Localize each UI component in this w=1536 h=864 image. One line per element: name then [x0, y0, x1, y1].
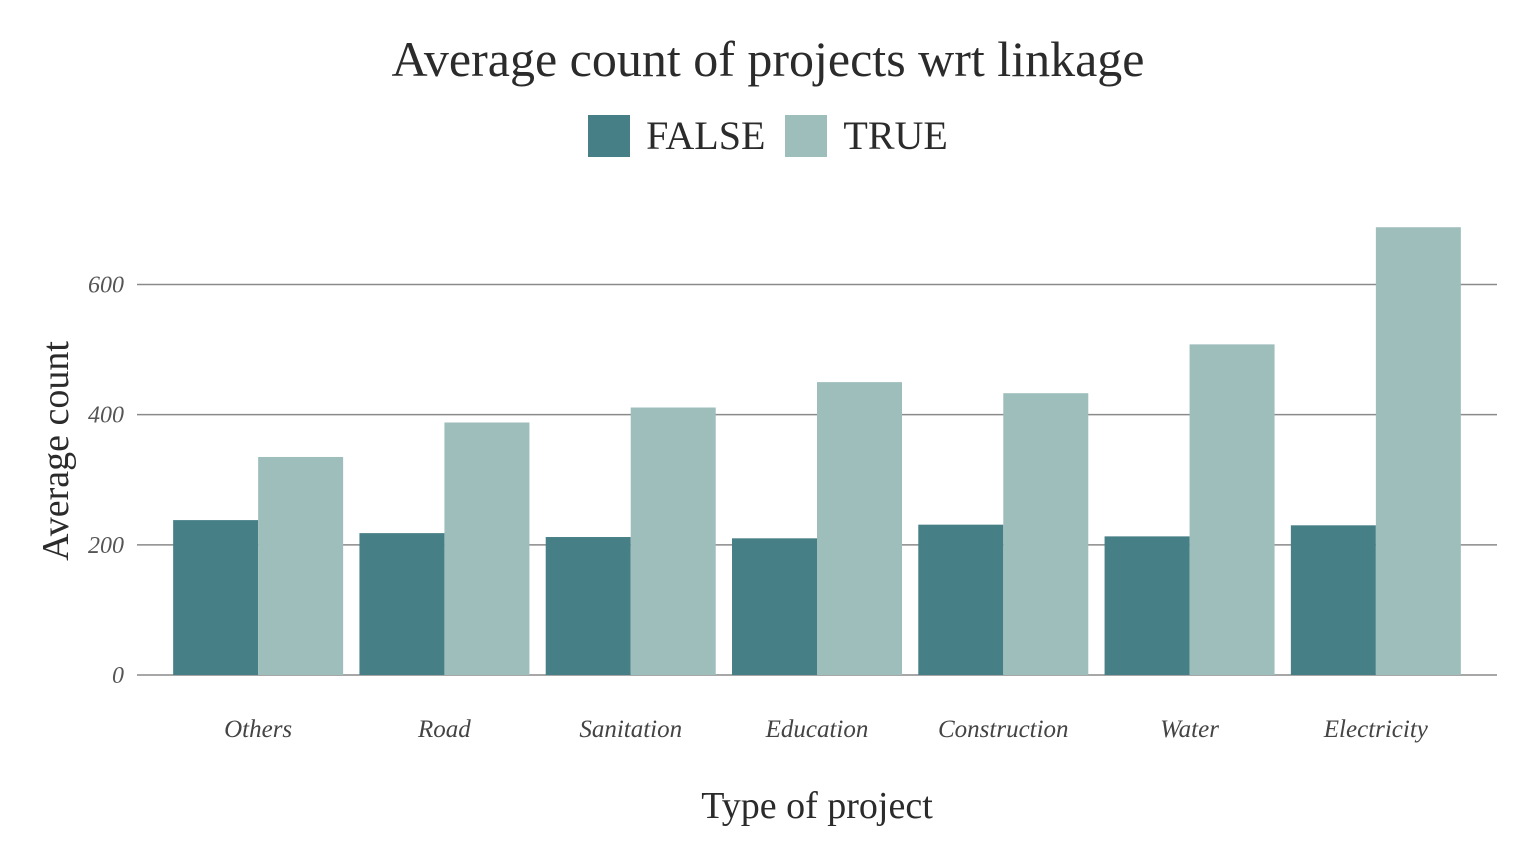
x-tick-label-education: Education: [765, 716, 869, 743]
bar-electricity-true: [1375, 227, 1461, 675]
x-tick-labels: Others Road Sanitation Education Constructio…: [224, 716, 1429, 743]
y-tick-label: 600: [88, 273, 124, 299]
chart-title: Average count of projects wrt linkage: [391, 31, 1145, 87]
y-tick-label: 400: [88, 403, 124, 429]
bar-construction-false: [918, 524, 1004, 675]
bar-water-false: [1104, 536, 1190, 675]
x-tick-label-road: Road: [417, 716, 471, 743]
x-axis-label: Type of project: [701, 785, 933, 827]
legend-swatch-false: [588, 114, 631, 157]
bar-sanitation-false: [545, 537, 631, 675]
legend-label-true: TRUE: [843, 113, 948, 158]
bar-sanitation-true: [630, 407, 716, 675]
y-tick-label: 200: [88, 533, 124, 559]
y-axis-label: Average count: [35, 341, 77, 561]
bar-education-true: [817, 382, 902, 675]
bar-road-false: [359, 533, 445, 675]
y-tick-label: 0: [112, 663, 124, 689]
x-tick-label-construction: Construction: [938, 716, 1069, 743]
bar-electricity-false: [1290, 525, 1376, 675]
bar-road-true: [444, 422, 530, 675]
x-tick-label-sanitation: Sanitation: [579, 716, 682, 743]
x-tick-label-others: Others: [224, 716, 292, 743]
legend-item-true: TRUE: [785, 112, 948, 159]
bar-others-true: [258, 456, 344, 675]
bar-others-false: [173, 520, 259, 675]
legend: FALSE TRUE: [0, 112, 1536, 159]
x-tick-label-electricity: Electricity: [1323, 716, 1429, 743]
bars: [173, 227, 1461, 675]
x-tick-label-water: Water: [1160, 716, 1219, 743]
legend-item-false: FALSE: [588, 112, 765, 159]
bar-construction-true: [1003, 393, 1089, 675]
legend-swatch-true: [785, 114, 828, 157]
bar-water-true: [1189, 344, 1275, 675]
bar-education-false: [732, 538, 817, 675]
legend-label-false: FALSE: [646, 113, 766, 158]
y-tick-labels: 0 200 400 600: [88, 273, 124, 690]
